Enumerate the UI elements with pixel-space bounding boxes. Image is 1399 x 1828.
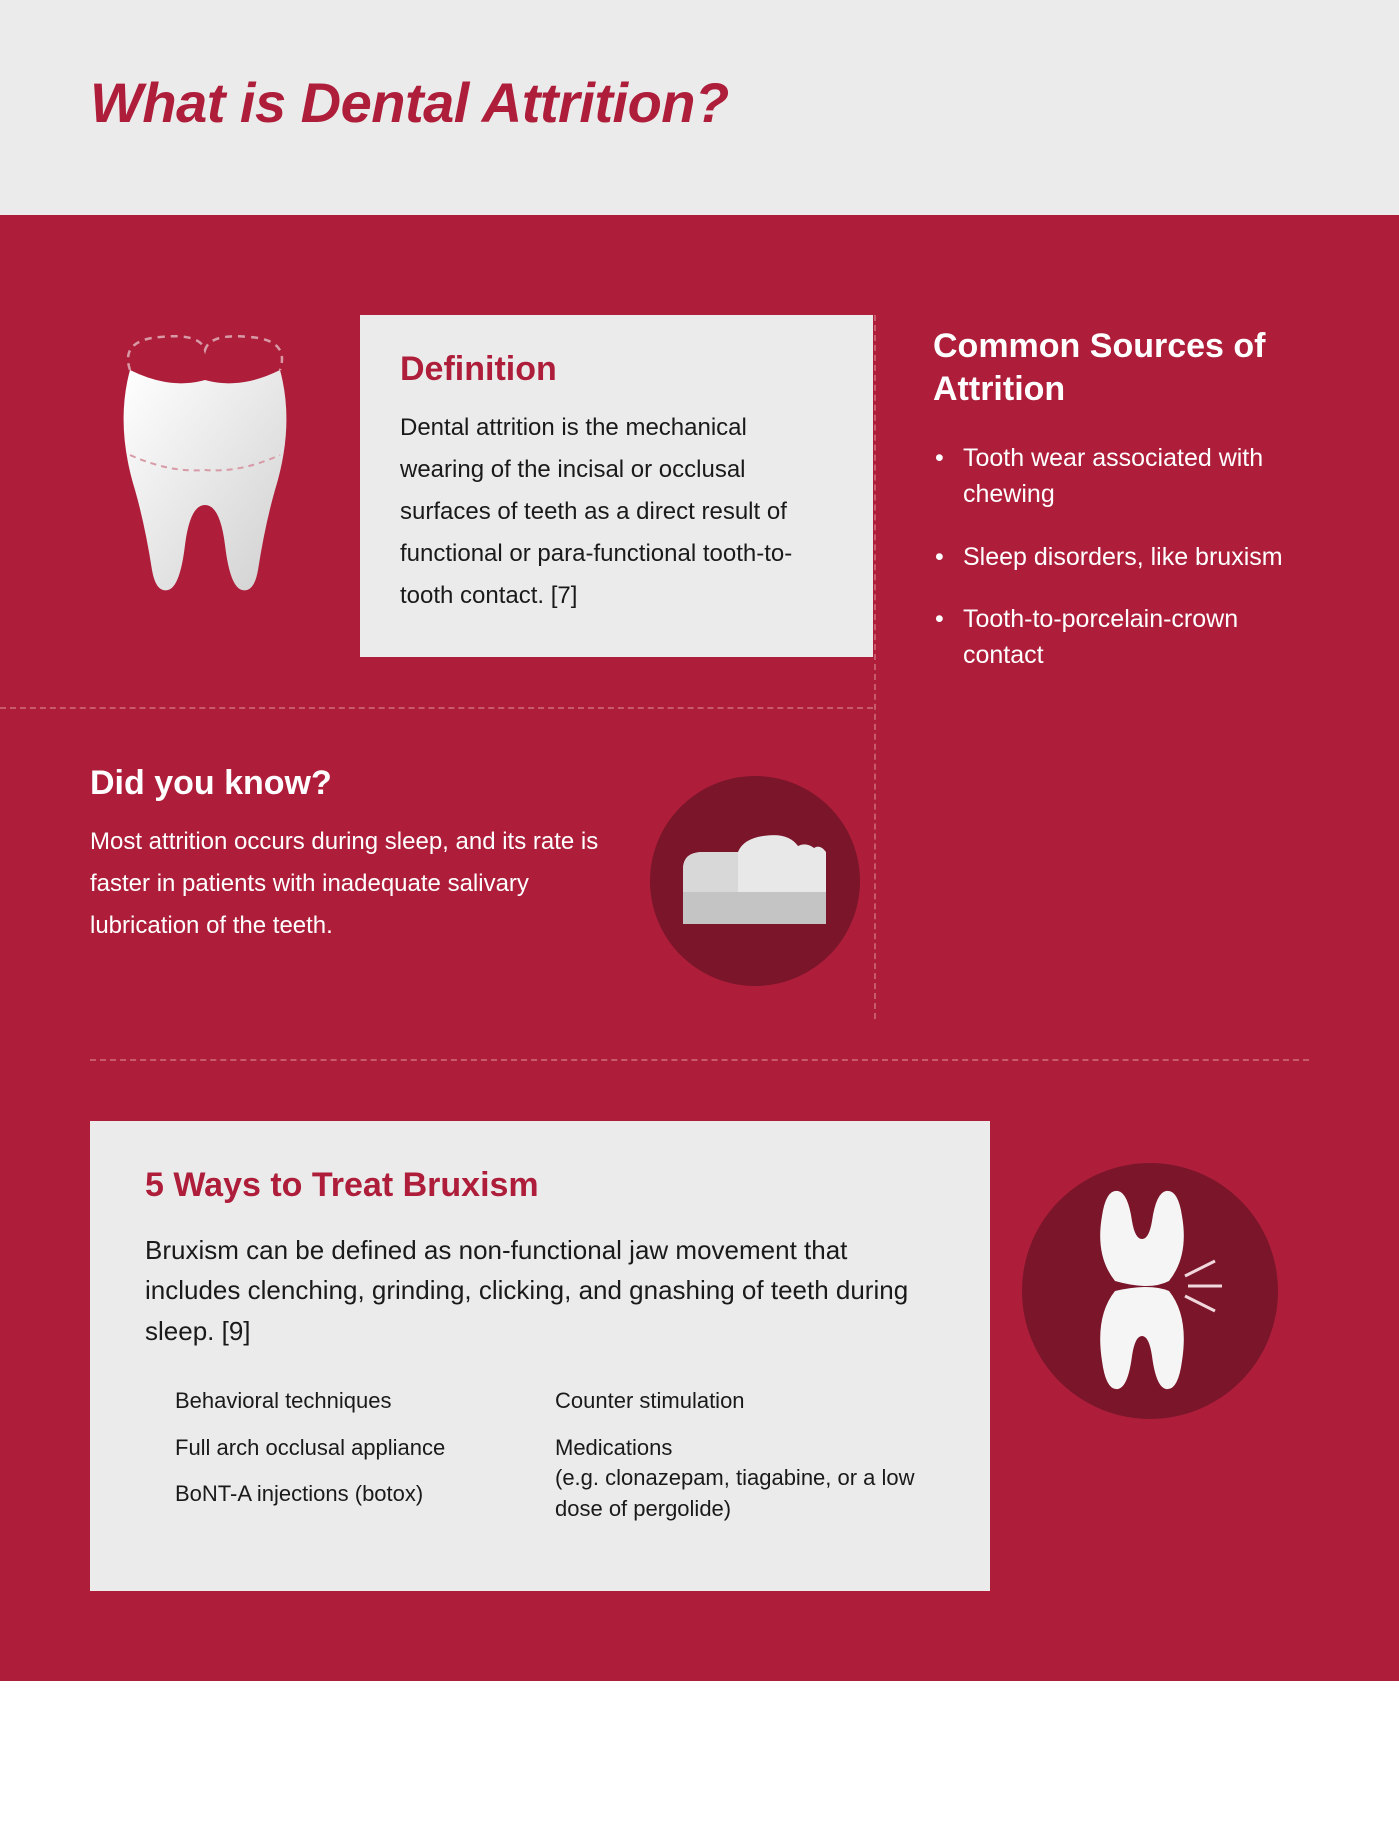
bruxism-box: 5 Ways to Treat Bruxism Bruxism can be d… [90,1121,990,1591]
bruxism-col-2: Counter stimulation Medications (e.g. cl… [555,1386,935,1541]
bruxism-item: Medications (e.g. clonazepam, tiagabine,… [555,1433,935,1525]
right-column: Common Sources of Attrition Tooth wear a… [873,315,1309,1019]
upper-grid: Definition Dental attrition is the mecha… [90,315,1309,1019]
did-you-know-text: Did you know? Most attrition occurs duri… [90,764,638,947]
sources-list: Tooth wear associated with chewing Sleep… [933,440,1309,673]
vertical-divider [874,315,876,1019]
grinding-teeth-icon [990,1121,1309,1421]
sources-block: Common Sources of Attrition Tooth wear a… [933,325,1309,673]
bruxism-item: Full arch occlusal appliance [175,1433,555,1464]
left-column: Definition Dental attrition is the mecha… [90,315,873,1019]
infographic-page: What is Dental Attrition? [0,0,1399,1681]
header-section: What is Dental Attrition? [0,0,1399,215]
bruxism-intro: Bruxism can be defined as non-functional… [145,1230,935,1351]
horizontal-divider-2 [90,1059,1309,1061]
bruxism-heading: 5 Ways to Treat Bruxism [145,1166,935,1205]
did-you-know-heading: Did you know? [90,764,608,803]
definition-heading: Definition [400,350,833,389]
did-you-know-body: Most attrition occurs during sleep, and … [90,821,608,947]
sources-item: Sleep disorders, like bruxism [933,539,1309,575]
sources-item: Tooth-to-porcelain-crown contact [933,601,1309,674]
bruxism-item: Counter stimulation [555,1386,935,1417]
definition-box: Definition Dental attrition is the mecha… [360,315,873,657]
page-title: What is Dental Attrition? [90,70,1309,135]
definition-body: Dental attrition is the mechanical weari… [400,407,833,617]
did-you-know-row: Did you know? Most attrition occurs duri… [90,709,873,1019]
tooth-icon [90,315,360,600]
bruxism-item: BoNT-A injections (botox) [175,1479,555,1510]
sources-item: Tooth wear associated with chewing [933,440,1309,513]
definition-row: Definition Dental attrition is the mecha… [90,315,873,657]
bruxism-row: 5 Ways to Treat Bruxism Bruxism can be d… [90,1121,1309,1591]
sources-heading: Common Sources of Attrition [933,325,1309,410]
bruxism-item: Behavioral techniques [175,1386,555,1417]
sleep-icon [638,764,873,989]
bruxism-columns: Behavioral techniques Full arch occlusal… [145,1386,935,1541]
main-section: Definition Dental attrition is the mecha… [0,215,1399,1681]
bruxism-col-1: Behavioral techniques Full arch occlusal… [175,1386,555,1541]
